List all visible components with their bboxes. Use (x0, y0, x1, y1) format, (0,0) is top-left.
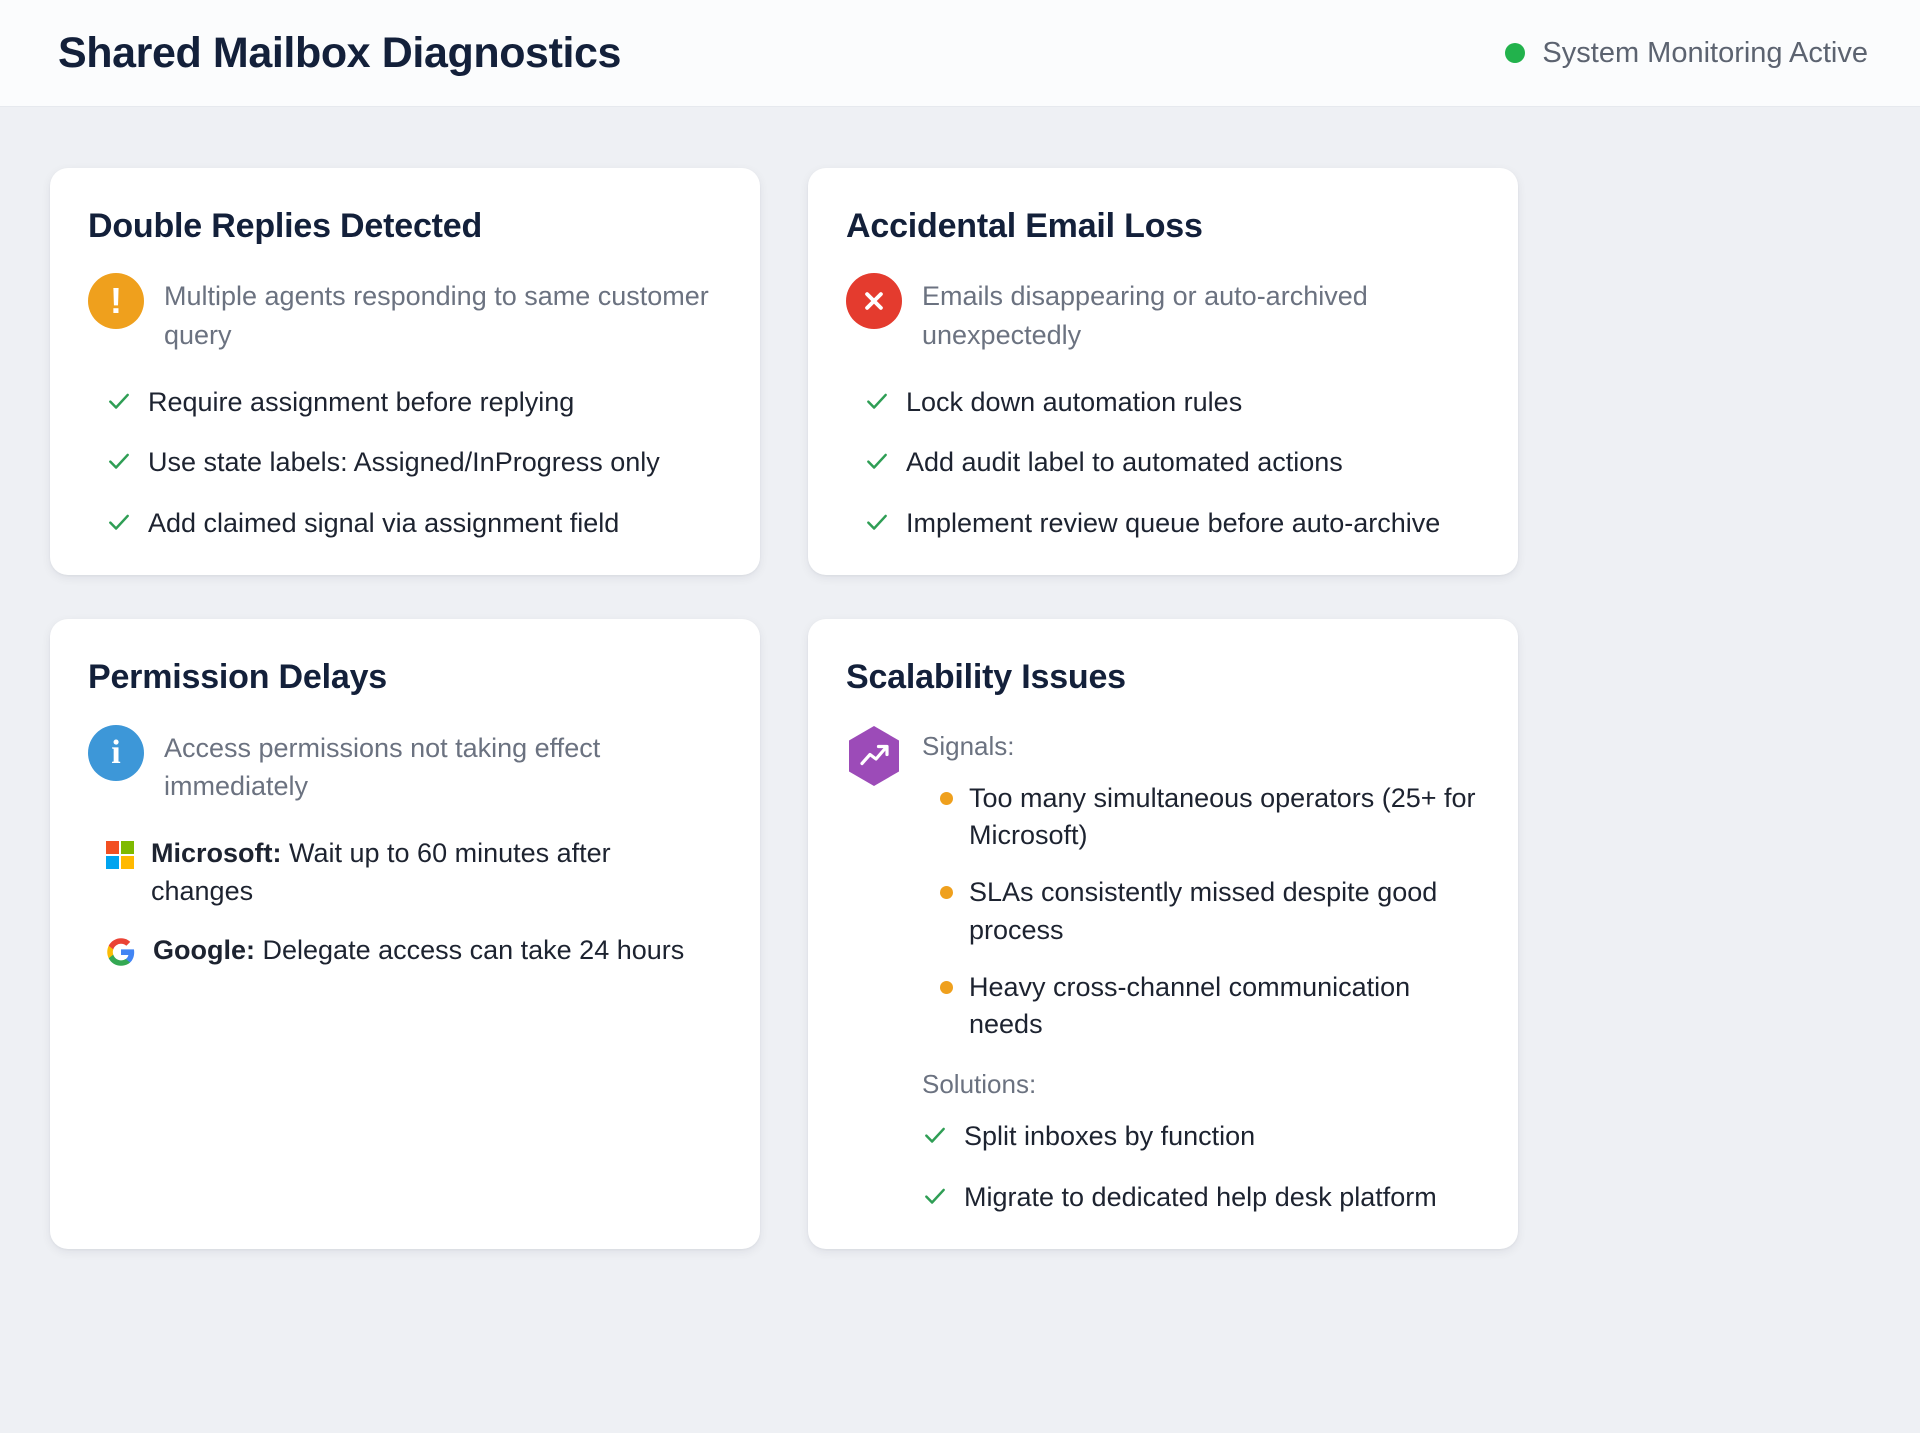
card-description: Access permissions not taking effect imm… (164, 732, 601, 802)
hexagon-shape (849, 725, 899, 786)
list-item: Too many simultaneous operators (25+ for… (940, 780, 1480, 855)
info-circle-icon: i (88, 724, 144, 781)
list-item: Google: Delegate access can take 24 hour… (106, 932, 706, 969)
check-icon (109, 514, 129, 530)
card-title: Permission Delays (88, 658, 387, 697)
check-icon (109, 454, 129, 470)
google-logo-icon (107, 938, 135, 966)
status-label: System Monitoring Active (1542, 36, 1868, 69)
card-accidental-email-loss[interactable]: Accidental Email Loss Emails disappearin… (808, 168, 1518, 576)
provider-list: Microsoft: Wait up to 60 minutes after c… (88, 835, 722, 969)
check-icon (867, 514, 887, 530)
list-item: Microsoft: Wait up to 60 minutes after c… (106, 835, 706, 910)
error-cross-icon (846, 273, 902, 330)
list-item-label: Heavy cross-channel communication needs (969, 971, 1411, 1039)
list-item-label: SLAs consistently missed despite good pr… (969, 877, 1438, 945)
warning-exclamation-icon: ! (88, 273, 144, 330)
check-icon (925, 1127, 945, 1143)
provider-text: Microsoft: Wait up to 60 minutes after c… (151, 835, 706, 910)
check-icon (109, 393, 129, 409)
check-icon (867, 393, 887, 409)
list-item: Use state labels: Assigned/InProgress on… (106, 444, 722, 480)
cross-glyph (865, 292, 883, 311)
list-item: Add claimed signal via assignment field (106, 505, 722, 541)
status-dot-icon (1505, 43, 1526, 63)
list-item: Implement review queue before auto-archi… (864, 505, 1480, 541)
list-item: Heavy cross-channel communication needs (940, 969, 1480, 1044)
page-header: Shared Mailbox Diagnostics System Monito… (0, 0, 1920, 107)
list-item-label: Add audit label to automated actions (906, 447, 1343, 478)
card-summary: Emails disappearing or auto-archived une… (846, 273, 1480, 354)
status-badge: System Monitoring Active (1505, 36, 1872, 69)
list-item-label: Implement review queue before auto-archi… (906, 507, 1441, 538)
list-item-label: Lock down automation rules (906, 387, 1243, 418)
bullet-dot-icon (940, 791, 953, 805)
bullet-dot-icon (940, 886, 953, 900)
list-item-label: Add claimed signal via assignment field (148, 507, 620, 538)
recommendation-list: Require assignment before replying Use s… (88, 384, 722, 541)
signals-label: Signals: (922, 730, 1015, 761)
card-permission-delays[interactable]: Permission Delays i Access permissions n… (50, 619, 760, 1250)
bullet-dot-icon (940, 980, 953, 994)
provider-text: Google: Delegate access can take 24 hour… (153, 932, 684, 969)
list-item-label: Split inboxes by function (964, 1121, 1256, 1152)
provider-name: Google: (153, 934, 255, 965)
signals-body: Signals: Too many simultaneous operators… (922, 725, 1480, 1044)
recommendation-list: Lock down automation rules Add audit lab… (846, 384, 1480, 541)
card-double-replies[interactable]: Double Replies Detected ! Multiple agent… (50, 168, 760, 576)
solutions-label: Solutions: (922, 1069, 1037, 1100)
card-title: Scalability Issues (846, 658, 1126, 697)
provider-name: Microsoft: (151, 838, 282, 869)
trending-up-hexagon-icon (846, 725, 902, 787)
list-item-label: Require assignment before replying (148, 387, 575, 418)
page-title: Shared Mailbox Diagnostics (58, 28, 622, 77)
signals-section: Signals: Too many simultaneous operators… (846, 725, 1480, 1044)
list-item-label: Use state labels: Assigned/InProgress on… (148, 447, 660, 478)
check-icon (867, 454, 887, 470)
card-description: Multiple agents responding to same custo… (164, 281, 709, 350)
solutions-section: Solutions: Split inboxes by function Mig… (846, 1069, 1480, 1215)
list-item: Add audit label to automated actions (864, 444, 1480, 480)
list-item-label: Too many simultaneous operators (25+ for… (969, 782, 1476, 850)
list-item: SLAs consistently missed despite good pr… (940, 874, 1480, 949)
list-item: Require assignment before replying (106, 384, 722, 420)
list-item: Migrate to dedicated help desk platform (922, 1179, 1480, 1215)
solutions-list: Split inboxes by function Migrate to ded… (922, 1118, 1480, 1215)
warning-glyph: ! (110, 279, 122, 321)
list-item: Lock down automation rules (864, 384, 1480, 420)
list-item: Split inboxes by function (922, 1118, 1480, 1154)
card-summary: i Access permissions not taking effect i… (88, 724, 722, 806)
check-icon (925, 1188, 945, 1204)
provider-detail: Delegate access can take 24 hours (255, 934, 685, 965)
card-scalability-issues[interactable]: Scalability Issues Signals: Too many sim… (808, 619, 1518, 1250)
card-title: Double Replies Detected (88, 207, 483, 245)
signals-list: Too many simultaneous operators (25+ for… (922, 780, 1480, 1044)
diagnostics-grid: Double Replies Detected ! Multiple agent… (50, 168, 1518, 1250)
microsoft-logo-icon (106, 841, 134, 870)
card-description: Emails disappearing or auto-archived une… (922, 281, 1368, 350)
card-title: Accidental Email Loss (846, 207, 1203, 245)
info-glyph: i (111, 733, 121, 771)
provider-detail: Wait up to 60 minutes after changes (151, 838, 611, 906)
list-item-label: Migrate to dedicated help desk platform (964, 1181, 1437, 1212)
card-summary: ! Multiple agents responding to same cus… (88, 273, 722, 354)
